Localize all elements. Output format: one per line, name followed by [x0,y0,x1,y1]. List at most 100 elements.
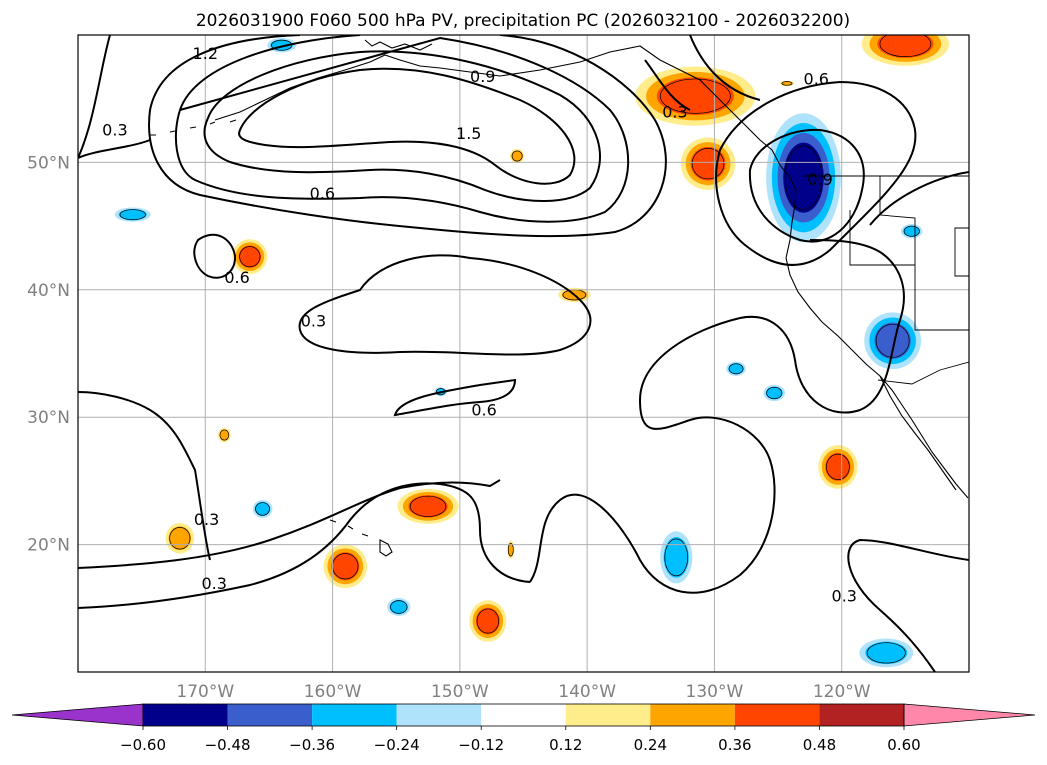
contour-label-9: 0.3 [201,574,226,593]
shading-outline-23 [219,429,230,441]
shading-blob-11-level-2 [874,322,911,359]
lon-tick-label-160: 160°W [304,682,362,702]
colorbar-extend-low [11,703,144,727]
contour-0-9 [174,35,630,223]
contour-0-9-east [748,128,865,243]
chart-title: 2026031900 F060 500 hPa PV, precipitatio… [196,11,850,31]
contour-label-13: 0.3 [832,587,857,606]
baja-coastline [879,375,957,491]
colorbar-segment-4 [481,704,566,726]
shading-outline-15 [664,538,689,577]
colorbar-segment-3 [396,704,482,726]
colorbar-segment-5 [565,704,651,726]
shading-blob-15-level-1 [663,537,689,578]
shading-outline-11 [875,323,910,358]
political-borders [803,175,969,385]
colorbar-segment-8 [819,704,904,726]
shading-blob-9-level-3 [783,142,824,213]
contour-1-5 [238,67,576,185]
lon-tick-label-170: 170°W [176,682,234,702]
shading-blob-23-level-1 [219,429,230,441]
colorbar-tick-label-3: −0.24 [374,736,420,754]
shading-outline-7 [879,35,932,58]
contour-0-3-east [529,239,905,594]
shading-blob-8-level-1 [781,81,793,86]
contour-0-6-small [193,233,237,279]
shading-blob-21-level-1 [254,501,271,516]
contour-0-3-pacific-nw [644,35,761,111]
contour-0-6-tropical [393,378,517,417]
state-borders [849,176,969,331]
colorbar-segment-6 [650,704,735,726]
shading-blob-16-level-1 [865,641,908,665]
shading-blob-19-level-2 [475,607,500,635]
contour-label-0: 1.2 [193,44,218,63]
contour-label-8: 0.3 [194,510,219,529]
contour-label-2: 1.5 [456,124,481,143]
shading-outline-16 [866,642,906,664]
shading-outline-1 [239,246,261,268]
shading-outline-8 [781,81,793,86]
shading-outline-13 [766,386,783,400]
bc-coastline [759,139,797,259]
shading-outline-12 [728,363,744,375]
contour-label-4: 0.3 [102,120,127,139]
coast-northern-edge [364,39,433,51]
contour-0-3-west [78,391,211,561]
shading-outline-0 [271,39,293,51]
colorbar-segment-0 [143,704,228,726]
contour-0-6-north [148,35,667,238]
contour-0-3-north [78,35,151,159]
colorbar: −0.60 −0.48 −0.36 −0.24 −0.12 0.12 0.24 0.36 0.4… [11,703,1036,754]
lat-tick-label-40: 40°N [27,281,70,301]
shading-blob-24-level-1 [507,542,514,557]
contour-labels: 1.2 0.9 1.5 0.6 0.3 0.6 0.3 0.6 0.3 0.3 0.3 0.6 0.9 0… [102,44,857,606]
shading-outline-20 [390,600,408,614]
shading-outline-9 [784,145,823,210]
shading-blob-14-level-2 [825,452,851,481]
contour-label-10: 0.3 [662,102,687,121]
lon-tick-label-120: 120°W [813,682,871,702]
colorbar-extend-high [903,703,1036,727]
contour-0-3-middle [298,254,592,356]
shading-outline-5 [659,78,731,114]
shading-blob-17-level-2 [408,495,448,518]
hawaii-islands [329,519,393,557]
shading-outline-24 [507,542,514,557]
shading-blob-13-level-1 [765,386,783,400]
lat-tick-label-50: 50°N [27,153,70,173]
shading-outline-14 [826,453,850,480]
shading-outline-17 [409,495,447,517]
shading-outline-3 [511,150,523,162]
lon-tick-label-140: 140°W [558,682,616,702]
colorbar-tick-label-5: 0.12 [549,736,582,754]
shading-blob-12-level-1 [728,363,744,375]
shading-outline-19 [476,608,500,634]
shading-blob-22-level-1 [168,526,192,551]
shading-blob-2-level-1 [118,209,147,221]
contour-0-6-east [715,80,917,266]
map-frame [77,34,970,673]
shading-outline-2 [119,209,146,221]
colorbar-frame [142,703,905,727]
contour-label-11: 0.6 [804,69,829,88]
colorbar-tick-label-8: 0.48 [803,736,836,754]
shading-outline-6 [691,148,725,180]
colorbar-tick-label-4: −0.12 [458,736,504,754]
contour-label-7: 0.6 [471,401,496,420]
lon-tick-label-150: 150°W [431,682,489,702]
aleutian-islands [150,119,237,136]
contour-label-5: 0.6 [224,268,249,287]
shading-blob-3-level-1 [511,150,523,162]
shading-blob-7-level-2 [877,35,934,58]
colorbar-tick-label-6: 0.24 [634,736,667,754]
colorbar-tick-label-7: 0.36 [718,736,751,754]
shading-outline-22 [169,527,191,550]
contour-0-3-south-a [78,479,501,569]
contour-0-3-south-b [78,482,531,609]
colorbar-segment-2 [312,704,397,726]
colorbar-tick-label-9: 0.60 [887,736,920,754]
contour-label-1: 0.9 [470,67,495,86]
axis-tick-labels: 170°W 160°W 150°W 140°W 130°W 120°W 20°N 30°N 40… [27,153,871,702]
contour-label-6: 0.3 [301,311,326,330]
